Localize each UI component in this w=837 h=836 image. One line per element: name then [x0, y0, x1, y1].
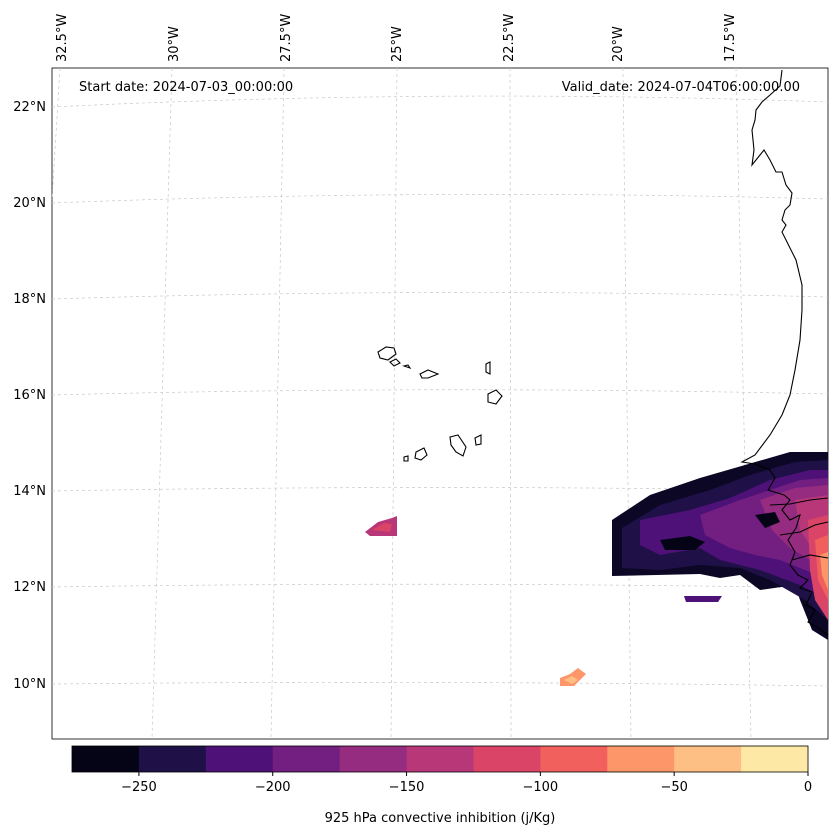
- colorbar-tick-label: −150: [389, 780, 425, 795]
- lat-tick-label: 18°N: [13, 292, 46, 307]
- lon-tick-label: 32.5°W: [55, 14, 70, 62]
- valid-date-label: Valid_date: 2024-07-04T06:00:00.00: [562, 80, 800, 95]
- start-date-label: Start date: 2024-07-03_00:00:00: [79, 80, 293, 95]
- lat-tick-label: 14°N: [13, 484, 46, 499]
- lon-tick-label: 17.5°W: [723, 14, 738, 62]
- cin-region-small-west-core: [372, 523, 392, 532]
- island-sao-nicolau: [419, 369, 440, 379]
- island-fogo: [414, 447, 428, 461]
- colorbar-frame: [71, 745, 809, 773]
- cin-contours: [365, 452, 828, 686]
- colorbar-swatch: [205, 746, 274, 772]
- colorbar-tick-label: −200: [255, 780, 291, 795]
- colorbar-swatch: [607, 746, 675, 772]
- gridlines: [51, 67, 829, 740]
- colorbar-swatch: [406, 746, 474, 772]
- colorbar-swatch: [473, 746, 541, 772]
- lat-tick-label: 12°N: [13, 580, 46, 595]
- lat-tick-label: 10°N: [13, 677, 46, 692]
- island-santiago: [449, 434, 467, 457]
- cin-region-dark-core-1: [660, 536, 705, 550]
- colorbar-tick-label: 0: [804, 780, 812, 795]
- guinea-border: [791, 554, 829, 561]
- coastlines: [377, 69, 829, 636]
- island-santo-antao: [377, 346, 397, 361]
- lat-tick-label: 16°N: [13, 388, 46, 403]
- cin-region-main-orange: [820, 552, 828, 590]
- colorbar-swatch: [674, 746, 742, 772]
- island-santa-luzia: [402, 364, 412, 370]
- senegal-border: [779, 521, 829, 536]
- africa-coast: [740, 69, 829, 636]
- lon-tick-label: 27.5°W: [279, 14, 294, 62]
- colorbar: −250 −200 −150 −100 −50 0: [71, 745, 812, 795]
- lon-tick-labels: 32.5°W 30°W 27.5°W 25°W 22.5°W 20°W 17.5…: [55, 14, 738, 62]
- island-sal: [485, 361, 491, 375]
- gambia-river: [769, 497, 829, 506]
- colorbar-swatch: [540, 746, 608, 772]
- colorbar-tick-label: −50: [660, 780, 687, 795]
- colorbar-swatch: [339, 746, 408, 772]
- lon-tick-label: 30°W: [167, 26, 182, 62]
- lat-tick-labels: 22°N 20°N 18°N 16°N 14°N 12°N 10°N: [13, 100, 46, 692]
- cin-region-strip: [684, 596, 722, 602]
- cin-region-dark-core-2: [755, 512, 780, 528]
- colorbar-swatch: [72, 746, 140, 772]
- colorbar-swatch: [741, 746, 809, 772]
- cin-region-small-south-core: [564, 676, 578, 684]
- island-brava: [403, 455, 409, 462]
- island-sao-vicente: [389, 358, 401, 367]
- map-frame: [51, 67, 829, 740]
- colorbar-swatch: [138, 746, 207, 772]
- colorbar-label: 925 hPa convective inhibition (j/Kg): [325, 811, 556, 826]
- lat-tick-label: 22°N: [13, 100, 46, 115]
- colorbar-tick-label: −250: [121, 780, 157, 795]
- colorbar-swatch: [272, 746, 341, 772]
- island-maio: [474, 434, 482, 446]
- lon-tick-label: 22.5°W: [502, 14, 517, 62]
- island-boa-vista: [487, 389, 503, 405]
- lon-tick-label: 25°W: [390, 26, 405, 62]
- lat-tick-label: 20°N: [13, 196, 46, 211]
- lon-tick-label: 20°W: [611, 26, 626, 62]
- colorbar-tick-label: −100: [523, 780, 559, 795]
